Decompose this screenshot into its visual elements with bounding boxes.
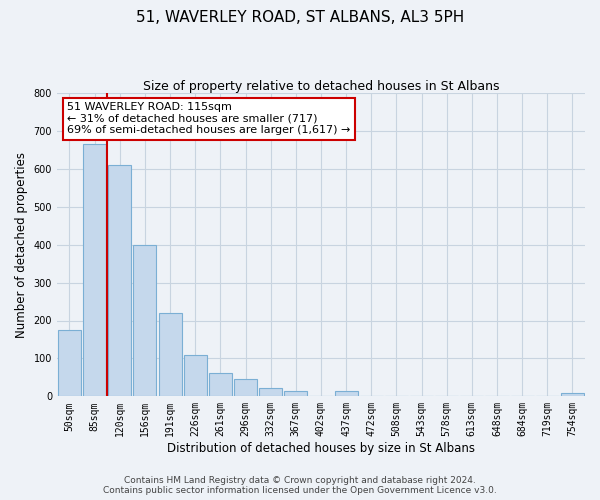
Bar xyxy=(209,373,232,396)
Bar xyxy=(234,378,257,396)
Bar xyxy=(335,390,358,396)
Bar xyxy=(83,144,106,397)
Title: Size of property relative to detached houses in St Albans: Size of property relative to detached ho… xyxy=(143,80,499,93)
Bar xyxy=(133,244,157,396)
Bar xyxy=(58,330,81,396)
Bar xyxy=(108,165,131,396)
Text: Contains HM Land Registry data © Crown copyright and database right 2024.
Contai: Contains HM Land Registry data © Crown c… xyxy=(103,476,497,495)
Y-axis label: Number of detached properties: Number of detached properties xyxy=(15,152,28,338)
Text: 51 WAVERLEY ROAD: 115sqm
← 31% of detached houses are smaller (717)
69% of semi-: 51 WAVERLEY ROAD: 115sqm ← 31% of detach… xyxy=(67,102,351,136)
Bar xyxy=(561,394,584,396)
Bar xyxy=(284,391,307,396)
Bar xyxy=(158,313,182,396)
Bar xyxy=(259,388,282,396)
X-axis label: Distribution of detached houses by size in St Albans: Distribution of detached houses by size … xyxy=(167,442,475,455)
Bar xyxy=(184,354,207,397)
Text: 51, WAVERLEY ROAD, ST ALBANS, AL3 5PH: 51, WAVERLEY ROAD, ST ALBANS, AL3 5PH xyxy=(136,10,464,25)
